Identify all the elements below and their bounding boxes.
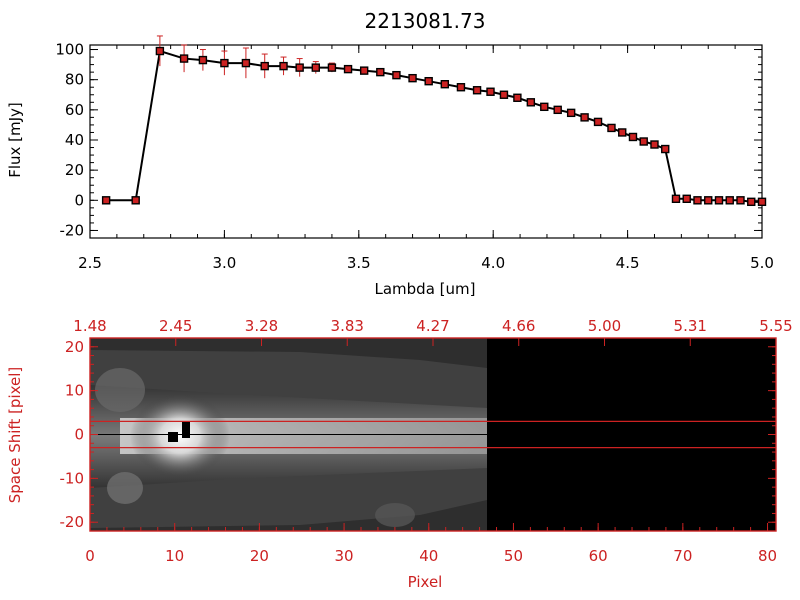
data-point [279, 61, 288, 71]
spectrum-axes: 2.5 3.0 3.5 4.0 4.5 5.0 -20 0 20 40 60 80 100 [55, 41, 774, 272]
image-y-tick-label: 10 [65, 382, 84, 400]
data-point [650, 140, 659, 149]
image-x-tick-label: 70 [673, 547, 692, 565]
data-point [241, 58, 251, 68]
image-top-tick-label: 5.55 [759, 317, 792, 335]
data-point [593, 117, 603, 127]
spectral-image-plot: 0 10 20 30 40 50 60 70 80 1.48 2.45 3.28 3.83 4.27 4.6… [6, 317, 793, 591]
x-tick-label: 4.0 [481, 254, 505, 272]
image-x-tick-label: 80 [758, 547, 777, 565]
image-x-tick-label: 30 [335, 547, 354, 565]
y-tick-label: -20 [60, 221, 85, 239]
y-tick-label: 0 [74, 191, 84, 209]
data-point [580, 113, 589, 122]
data-point [440, 80, 450, 89]
x-tick-label: 2.5 [78, 254, 102, 272]
x-tick-label: 3.5 [347, 254, 371, 272]
data-point [607, 123, 616, 133]
data-point [101, 196, 111, 205]
image-x-tick-label: 40 [419, 547, 438, 565]
data-point [671, 194, 681, 203]
y-tick-label: 40 [65, 131, 84, 149]
image-top-tick-label: 4.27 [416, 317, 449, 335]
x-axis-title: Lambda [um] [375, 280, 476, 298]
data-point [757, 197, 767, 207]
y-tick-label: 80 [65, 71, 84, 89]
data-point [198, 55, 208, 65]
image-top-tick-label: 3.83 [331, 317, 364, 335]
data-point [566, 108, 576, 118]
data-point [179, 54, 189, 63]
data-point [220, 58, 229, 68]
image-top-tick-label: 5.00 [588, 317, 621, 335]
y-tick-label: 100 [55, 41, 84, 59]
data-point [499, 90, 509, 99]
flux-line [106, 49, 762, 203]
data-point [747, 197, 756, 207]
data-point [693, 196, 702, 205]
spectrum-series [101, 35, 767, 207]
data-point [131, 196, 140, 205]
data-point [618, 128, 627, 137]
image-x-axis-title: Pixel [408, 573, 443, 591]
spectrum-plot: 2213081.73 2.5 3.0 3.5 4.0 4.5 5.0 -20 0 20 40 60 8… [6, 9, 774, 298]
data-point [553, 105, 562, 115]
data-point [343, 64, 353, 74]
data-point [155, 46, 165, 56]
image-y-tick-label: -20 [60, 513, 85, 531]
data-point [311, 63, 320, 72]
image-y-tick-label: -10 [60, 469, 85, 487]
image-x-tick-label: 10 [165, 547, 184, 565]
data-point [359, 66, 369, 75]
image-y-axis-title: Space Shift [pixel] [6, 367, 24, 504]
image-x-tick-label: 20 [250, 547, 269, 565]
data-point [628, 132, 638, 142]
data-point [392, 70, 401, 80]
data-point [526, 98, 536, 107]
image-y-tick-label: 0 [74, 426, 84, 444]
data-point [424, 76, 433, 86]
data-point [327, 63, 337, 72]
y-tick-label: 20 [65, 161, 84, 179]
spectrum-frame [89, 44, 763, 239]
image-top-tick-label: 4.66 [502, 317, 535, 335]
data-point [486, 87, 495, 96]
image-top-tick-label: 5.31 [674, 317, 707, 335]
image-top-tick-label: 3.28 [245, 317, 278, 335]
data-point [513, 93, 522, 102]
chart-title: 2213081.73 [365, 9, 486, 33]
data-point [704, 196, 713, 205]
data-point [408, 73, 417, 83]
data-point [661, 144, 670, 154]
image-y-tick-label: 20 [65, 338, 84, 356]
image-axes: 0 10 20 30 40 50 60 70 80 1.48 2.45 3.28 3.83 4.27 4.6… [60, 317, 793, 565]
image-top-tick-label: 2.45 [159, 317, 192, 335]
data-point [456, 83, 466, 92]
data-point [639, 137, 648, 146]
image-top-tick-label: 1.48 [73, 317, 106, 335]
model-line [106, 50, 762, 203]
y-tick-label: 60 [65, 101, 84, 119]
data-point [725, 196, 734, 205]
data-point [540, 102, 549, 112]
image-x-tick-label: 50 [504, 547, 523, 565]
data-point [260, 61, 269, 71]
x-tick-label: 3.0 [212, 254, 236, 272]
image-x-tick-label: 60 [589, 547, 608, 565]
data-point [714, 196, 724, 205]
data-point [736, 196, 745, 205]
data-point [376, 67, 385, 77]
x-tick-label: 5.0 [750, 254, 774, 272]
x-tick-label: 4.5 [616, 254, 640, 272]
data-point [682, 194, 691, 203]
data-point [295, 63, 304, 72]
data-point [472, 86, 482, 95]
image-x-tick-label: 0 [85, 547, 95, 565]
y-axis-title: Flux [mJy] [6, 102, 24, 178]
